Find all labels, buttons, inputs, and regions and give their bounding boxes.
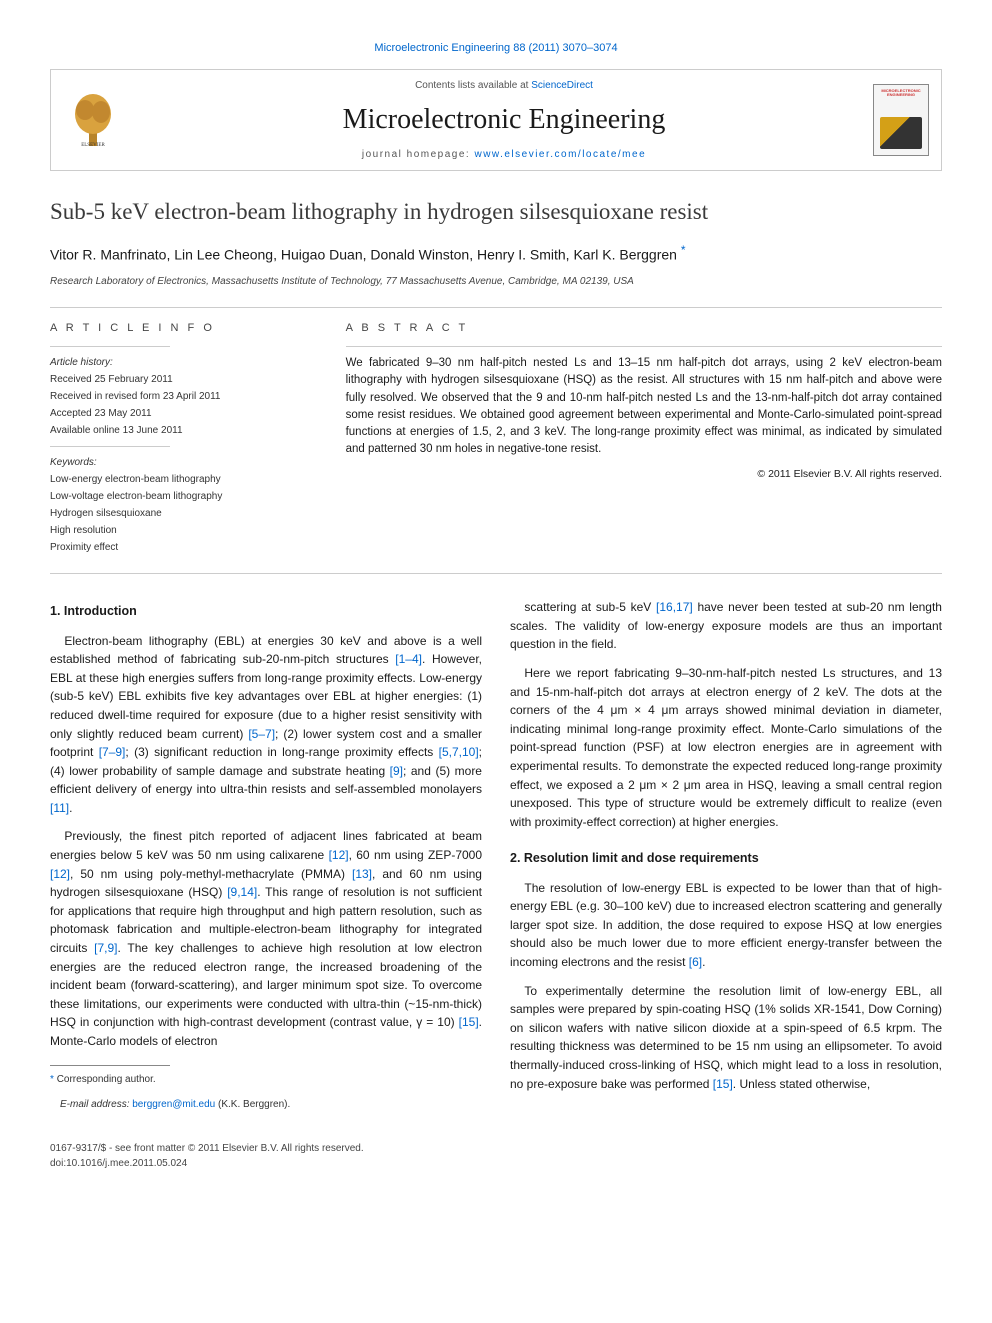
paragraph-4: Here we report fabricating 9–30-nm-half-… bbox=[510, 664, 942, 831]
ref-7-9b[interactable]: [7,9] bbox=[94, 941, 117, 955]
keyword-1: Low-energy electron-beam lithography bbox=[50, 472, 318, 487]
authors-line: Vitor R. Manfrinato, Lin Lee Cheong, Hui… bbox=[50, 241, 942, 266]
keyword-4: High resolution bbox=[50, 523, 318, 538]
info-abstract-row: A R T I C L E I N F O Article history: R… bbox=[50, 307, 942, 575]
contents-line: Contents lists available at ScienceDirec… bbox=[135, 78, 873, 93]
paragraph-5: The resolution of low-energy EBL is expe… bbox=[510, 879, 942, 972]
corresponding-email-link[interactable]: berggren@mit.edu bbox=[132, 1099, 215, 1110]
paragraph-1: Electron-beam lithography (EBL) at energ… bbox=[50, 632, 482, 818]
keywords-label: Keywords: bbox=[50, 455, 318, 470]
cover-image-placeholder bbox=[880, 117, 922, 149]
journal-name: Microelectronic Engineering bbox=[135, 99, 873, 141]
svg-text:ELSEVIER: ELSEVIER bbox=[81, 143, 105, 148]
ref-12b[interactable]: [12] bbox=[50, 867, 70, 881]
paragraph-6: To experimentally determine the resoluti… bbox=[510, 982, 942, 1094]
citation-line: Microelectronic Engineering 88 (2011) 30… bbox=[50, 40, 942, 57]
article-info-heading: A R T I C L E I N F O bbox=[50, 320, 318, 337]
corresponding-author-mark[interactable]: * bbox=[681, 243, 686, 257]
history-label: Article history: bbox=[50, 355, 318, 370]
section-1-heading: 1. Introduction bbox=[50, 602, 482, 621]
ref-7-9[interactable]: [7–9] bbox=[99, 745, 126, 759]
ref-9-14[interactable]: [9,14] bbox=[227, 885, 257, 899]
keyword-3: Hydrogen silsesquioxane bbox=[50, 506, 318, 521]
journal-cover-thumbnail: MICROELECTRONIC ENGINEERING bbox=[873, 84, 929, 156]
cover-title: MICROELECTRONIC ENGINEERING bbox=[874, 85, 928, 98]
sciencedirect-link[interactable]: ScienceDirect bbox=[531, 80, 593, 91]
ref-6[interactable]: [6] bbox=[689, 955, 702, 969]
info-rule-1 bbox=[50, 346, 170, 347]
ref-5-7-10[interactable]: [5,7,10] bbox=[439, 745, 479, 759]
corresponding-author-footnote: * Corresponding author. bbox=[50, 1072, 482, 1088]
footnote-corr-label: Corresponding author. bbox=[57, 1074, 156, 1085]
history-online: Available online 13 June 2011 bbox=[50, 423, 318, 438]
abstract-heading: A B S T R A C T bbox=[346, 320, 942, 337]
history-received: Received 25 February 2011 bbox=[50, 372, 318, 387]
homepage-line: journal homepage: www.elsevier.com/locat… bbox=[135, 147, 873, 162]
ref-9[interactable]: [9] bbox=[390, 764, 403, 778]
elsevier-tree-icon: ELSEVIER bbox=[69, 92, 117, 148]
paragraph-3: scattering at sub-5 keV [16,17] have nev… bbox=[510, 598, 942, 654]
article-body: 1. Introduction Electron-beam lithograph… bbox=[50, 598, 942, 1122]
homepage-label: journal homepage: bbox=[362, 149, 475, 160]
article-title: Sub-5 keV electron-beam lithography in h… bbox=[50, 195, 942, 230]
issn-line: 0167-9317/$ - see front matter © 2011 El… bbox=[50, 1141, 942, 1156]
abstract-column: A B S T R A C T We fabricated 9–30 nm ha… bbox=[346, 320, 942, 558]
email-label: E-mail address: bbox=[60, 1099, 132, 1110]
abstract-copyright: © 2011 Elsevier B.V. All rights reserved… bbox=[346, 467, 942, 483]
keyword-2: Low-voltage electron-beam lithography bbox=[50, 489, 318, 504]
homepage-url[interactable]: www.elsevier.com/locate/mee bbox=[474, 149, 646, 160]
ref-15[interactable]: [15] bbox=[459, 1015, 479, 1029]
article-info-column: A R T I C L E I N F O Article history: R… bbox=[50, 320, 318, 558]
affiliation: Research Laboratory of Electronics, Mass… bbox=[50, 274, 942, 289]
keyword-5: Proximity effect bbox=[50, 540, 318, 555]
email-author-name: (K.K. Berggren). bbox=[215, 1099, 290, 1110]
ref-13[interactable]: [13] bbox=[352, 867, 372, 881]
history-accepted: Accepted 23 May 2011 bbox=[50, 406, 318, 421]
journal-banner: ELSEVIER Contents lists available at Sci… bbox=[50, 69, 942, 171]
ref-16-17[interactable]: [16,17] bbox=[656, 600, 693, 614]
citation-link[interactable]: Microelectronic Engineering 88 (2011) 30… bbox=[374, 42, 617, 54]
banner-middle: Contents lists available at ScienceDirec… bbox=[135, 78, 873, 162]
ref-1-4[interactable]: [1–4] bbox=[395, 652, 422, 666]
abstract-text: We fabricated 9–30 nm half-pitch nested … bbox=[346, 355, 942, 459]
history-revised: Received in revised form 23 April 2011 bbox=[50, 389, 318, 404]
footnote-separator bbox=[50, 1065, 170, 1066]
author-names: Vitor R. Manfrinato, Lin Lee Cheong, Hui… bbox=[50, 247, 677, 263]
ref-11[interactable]: [11] bbox=[50, 801, 69, 815]
abstract-rule bbox=[346, 346, 942, 347]
publisher-logo: ELSEVIER bbox=[63, 90, 123, 150]
footnote-mark: * bbox=[50, 1074, 54, 1085]
ref-5-7[interactable]: [5–7] bbox=[248, 727, 275, 741]
email-footnote: E-mail address: berggren@mit.edu (K.K. B… bbox=[50, 1097, 482, 1113]
info-rule-2 bbox=[50, 446, 170, 447]
doi-line: doi:10.1016/j.mee.2011.05.024 bbox=[50, 1156, 942, 1171]
section-2-heading: 2. Resolution limit and dose requirement… bbox=[510, 849, 942, 868]
ref-12a[interactable]: [12] bbox=[329, 848, 349, 862]
paragraph-2: Previously, the finest pitch reported of… bbox=[50, 827, 482, 1050]
contents-label: Contents lists available at bbox=[415, 80, 531, 91]
ref-15b[interactable]: [15] bbox=[713, 1077, 733, 1091]
bottom-publisher-line: 0167-9317/$ - see front matter © 2011 El… bbox=[50, 1141, 942, 1171]
